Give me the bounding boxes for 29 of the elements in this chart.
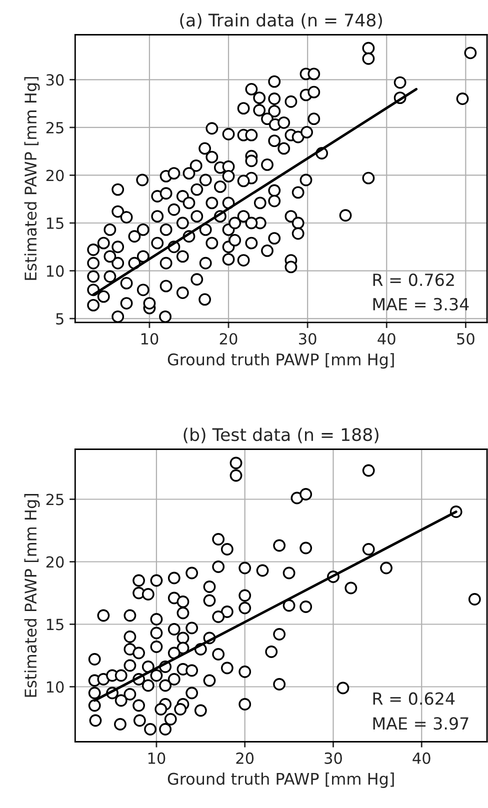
- chart-title: (a) Train data (n = 748): [180, 13, 382, 29]
- y-tick-label: 15: [46, 618, 64, 630]
- x-tick-label: 30: [324, 752, 342, 764]
- x-tick-label: 10: [148, 752, 166, 764]
- annotation: MAE = 3.97: [373, 717, 468, 730]
- x-tick-label: 40: [412, 752, 430, 764]
- y-tick-label: 5: [56, 313, 64, 325]
- y-tick-label: 10: [46, 265, 64, 277]
- y-tick-label: 10: [46, 681, 64, 693]
- x-axis-title: Ground truth PAWP [mm Hg]: [168, 353, 394, 369]
- x-tick-label: 50: [457, 333, 474, 345]
- x-tick-label: 40: [378, 333, 396, 345]
- x-tick-label: 30: [299, 333, 316, 345]
- y-axis-title: Estimated PAWP [mm Hg]: [24, 77, 40, 280]
- y-tick-label: 25: [46, 122, 64, 134]
- x-tick-label: 20: [236, 752, 254, 764]
- y-tick-label: 20: [46, 556, 64, 568]
- y-tick-label: 20: [46, 170, 64, 182]
- x-axis-title: Ground truth PAWP [mm Hg]: [168, 772, 394, 788]
- annotation: MAE = 3.34: [373, 298, 469, 311]
- y-tick-label: 25: [46, 494, 64, 506]
- chart-title: (b) Test data (n = 188): [184, 428, 378, 444]
- x-tick-label: 10: [141, 333, 158, 345]
- annotation: R = 0.624: [373, 692, 455, 705]
- y-tick-label: 15: [46, 218, 64, 230]
- annotation: R = 0.762: [373, 273, 454, 286]
- y-tick-label: 30: [46, 74, 64, 86]
- y-axis-title: Estimated PAWP [mm Hg]: [24, 494, 40, 697]
- x-tick-label: 20: [220, 333, 238, 345]
